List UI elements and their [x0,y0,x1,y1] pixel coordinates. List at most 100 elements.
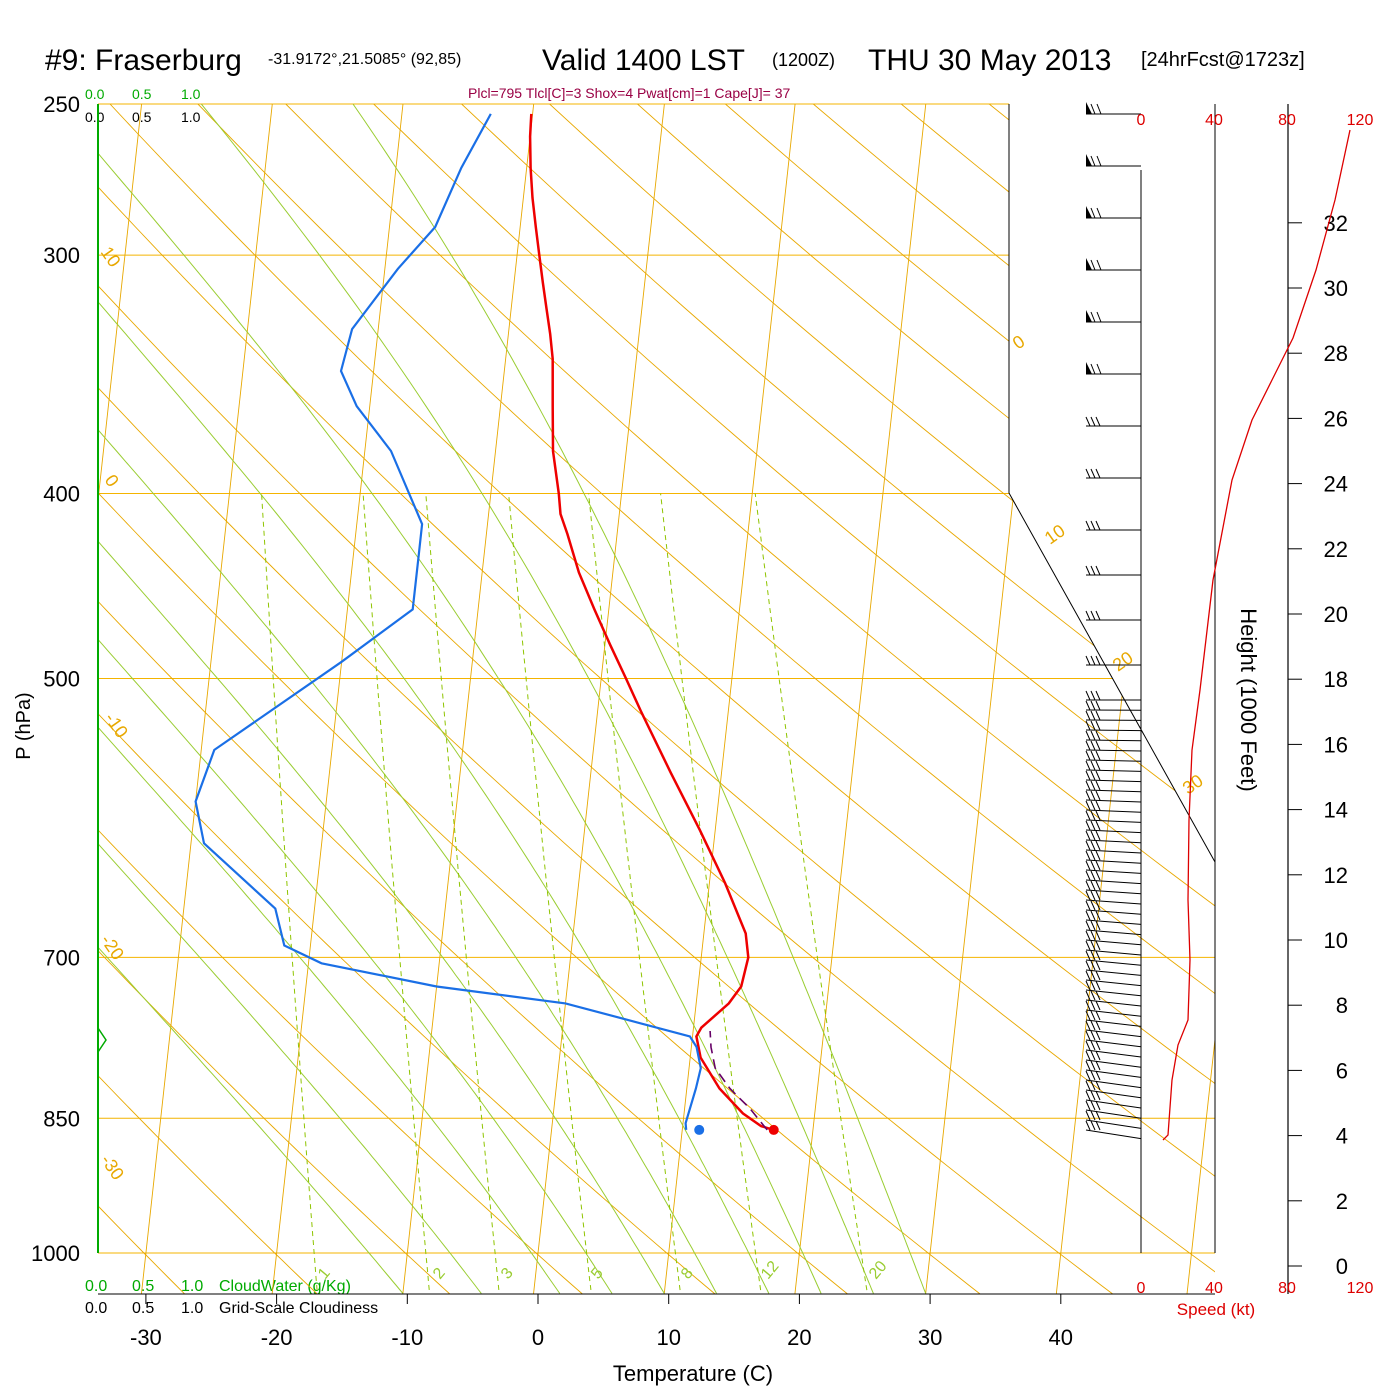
height-tick-label: 26 [1324,406,1348,431]
dry-adiabat-label: 30 [1179,770,1207,798]
wind-barb-feather [1095,770,1101,781]
x-tick-label: 10 [656,1325,680,1350]
wind-barb-feather [1090,930,1096,941]
isotherm-line [661,104,800,1294]
x-tick-label: 20 [787,1325,811,1350]
speed-tick-bottom: 40 [1205,1280,1223,1297]
dry-adiabat [425,104,1215,1294]
wind-barb-feather [1090,259,1096,271]
wind-barb-feather [1090,1100,1096,1111]
wind-barb-feather [1090,1080,1096,1091]
wind-barb-feather [1095,860,1101,871]
pressure-tick-label: 1000 [31,1241,80,1266]
wind-barb-feather [1085,1010,1091,1021]
mixing-ratio-lines [261,493,872,1294]
wind-barb-feather [1095,1000,1101,1011]
wind-barb-feather [1085,468,1091,479]
wind-barb-feather [1085,940,1091,951]
cloudiness-tick-top-2: 1.0 [181,109,201,125]
wind-barb-feather [1095,1110,1101,1121]
dry-adiabat [98,104,342,1294]
dry-adiabat [339,104,1215,1294]
wind-barb-feather [1095,700,1101,711]
wind-barb-feather [1090,900,1096,911]
wind-barb-feather [1090,520,1096,531]
wind-barb [1085,809,1142,813]
wind-barb [1085,1089,1142,1099]
height-tick-label: 18 [1324,667,1348,692]
wind-barb [1085,779,1142,783]
isobar-lines [98,103,1215,1254]
dry-adiabat [98,104,876,1294]
speed-tick-top: 80 [1278,112,1296,129]
moist-adiabat [98,104,482,1294]
wind-barb-feather [1085,810,1091,821]
cloudwater-tick-top-1: 0.5 [132,86,152,102]
cloud-scale-bottom: 0.0 0.5 1.0 CloudWater (g/Kg) 0.0 0.5 1.… [85,1278,378,1317]
wind-barb-feather [1090,655,1096,666]
pressure-tick-label: 850 [43,1106,80,1131]
moist-adiabat [98,104,613,1294]
wind-barb [1085,949,1142,956]
x-tick-label: 0 [532,1325,544,1350]
wind-barb [1085,859,1142,864]
dewpoint-line [194,113,702,1130]
wind-barb-feather [1085,780,1091,791]
wind-barb-feather [1085,1040,1091,1051]
wind-barb-feather [1090,830,1096,841]
wind-barb-feather [1085,1000,1091,1011]
wind-barb-feather [1085,850,1091,861]
pressure-tick-label: 500 [43,667,80,692]
cloudwater-tick-top-2: 1.0 [181,86,201,102]
speed-tick-top: 40 [1205,112,1223,129]
height-tick-label: 4 [1336,1124,1348,1149]
valid-zulu: (1200Z) [772,50,835,70]
mixing-ratio-line [660,493,765,1294]
height-tick-label: 14 [1324,798,1348,823]
valid-date: THU 30 May 2013 [868,44,1111,77]
wind-barb [1085,919,1142,925]
parcel-line [709,1030,768,1131]
wind-barb-feather [1085,920,1091,931]
wind-barb-feather [1095,940,1101,951]
wind-barb-feather [1095,1020,1101,1031]
wind-barb-feather [1090,780,1096,791]
cloudiness-tick-top-0: 0.0 [85,109,105,125]
wind-barb-feather [1090,610,1096,621]
wind-barb-feather [1090,840,1096,851]
wind-barb-feather [1085,1070,1091,1081]
wind-barb-feather [1095,960,1101,971]
dry-adiabat-label: -20 [97,931,128,964]
wind-barb-feather [1095,610,1101,621]
dry-adiabat [98,104,1215,1294]
wind-barb-feather [1085,720,1091,731]
wind-barb-feather [1095,690,1101,701]
isotherm-line [922,104,1061,1294]
wind-barb-feather [1085,610,1091,621]
cloudiness-tick-bottom-0: 0.0 [85,1300,107,1317]
valid-time: Valid 1400 LST [542,44,745,77]
wind-barb-feather [1085,730,1091,741]
wind-barb-feather [1085,880,1091,891]
station-coords: -31.9172°,21.5085° (92,85) [268,51,461,68]
wind-barb-feather [1095,820,1101,831]
moist-adiabat [352,104,927,1294]
speed-tick-bottom: 120 [1347,1280,1374,1297]
wind-barb-feather [1095,1090,1101,1101]
y-axis-label: P (hPa) [13,692,35,759]
wind-barb-feather [1095,720,1101,731]
wind-barb-feather [1085,416,1091,427]
speed-axis-label: Speed (kt) [1177,1300,1255,1319]
wind-barb-flag [1086,362,1092,374]
wind-barb-feather [1085,1100,1091,1111]
wind-barb-feather [1095,950,1101,961]
wind-barb-feather [1085,790,1091,801]
wind-barb-feather [1090,1030,1096,1041]
wind-barb-feather [1090,1110,1096,1121]
moist-adiabat [98,104,561,1294]
cloudiness-tick-bottom-2: 1.0 [181,1300,203,1317]
moist-adiabat [98,104,404,1294]
wind-barb-feather [1090,1010,1096,1021]
wind-barb [1085,1069,1142,1078]
